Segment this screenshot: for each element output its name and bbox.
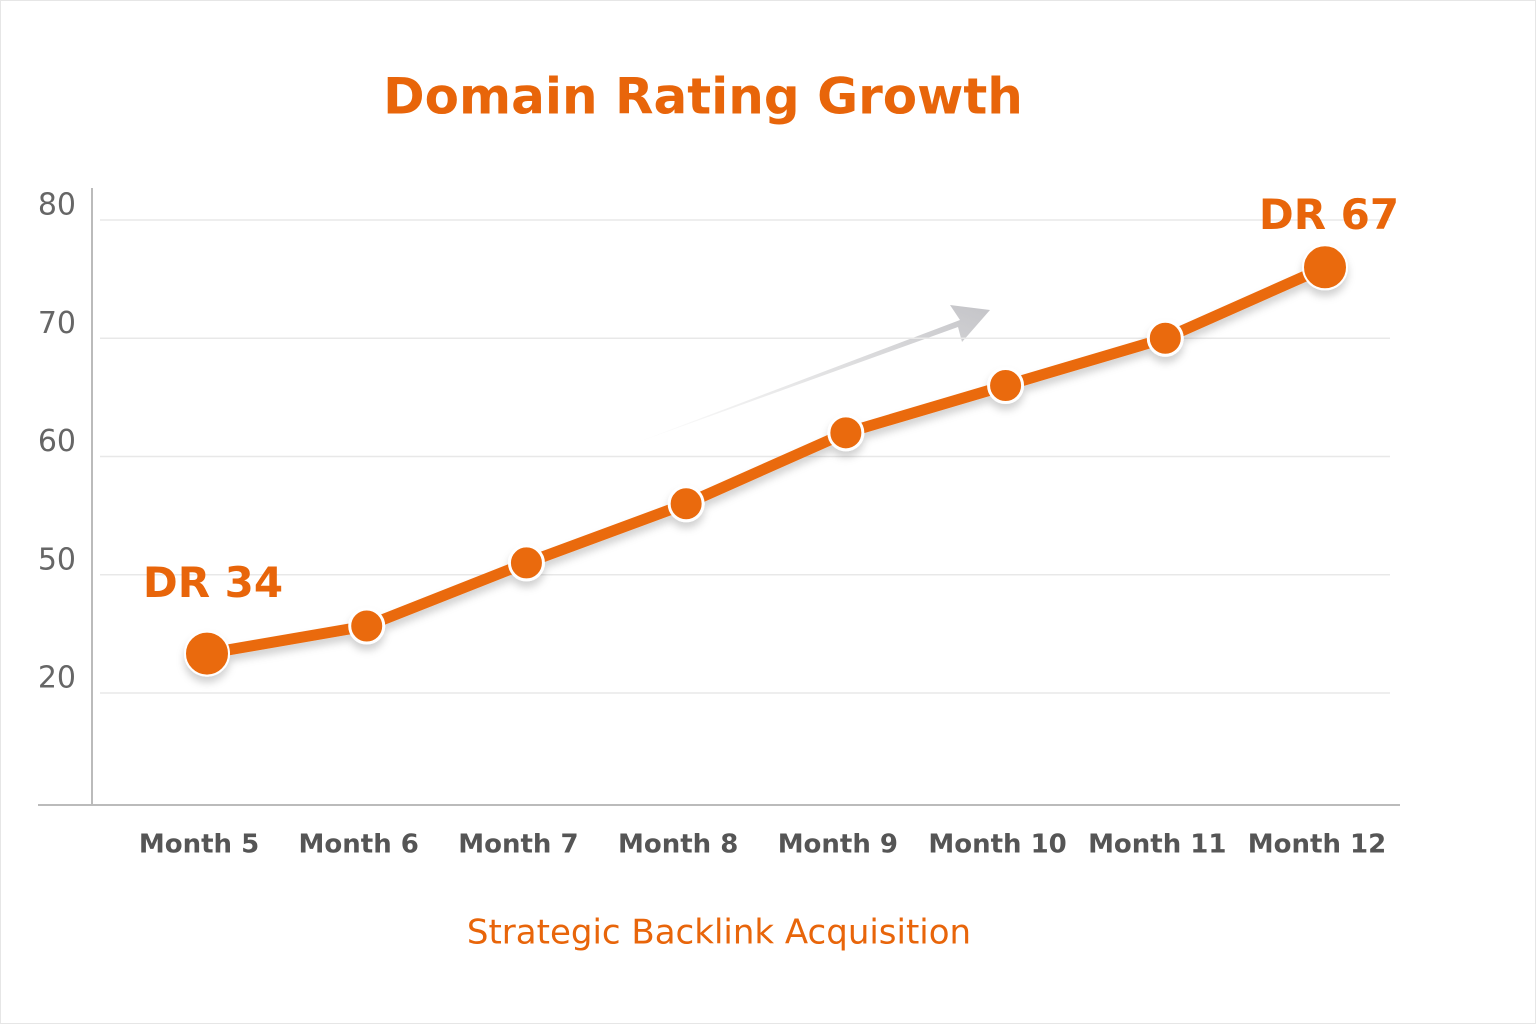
point <box>1302 244 1348 291</box>
point <box>987 367 1025 405</box>
chart-title: Domain Rating Growth <box>383 68 1023 126</box>
annotation: DR 34 <box>143 558 283 607</box>
point <box>667 485 705 523</box>
subtitle: Strategic Backlink Acquisition <box>467 913 971 953</box>
y-tick-label: 80 <box>38 188 76 223</box>
point <box>827 414 865 452</box>
x-tick-label: Month 7 <box>458 830 578 860</box>
x-tick-label: Month 10 <box>928 830 1066 860</box>
series <box>184 244 1348 677</box>
point <box>507 544 545 582</box>
x-tick-label: Month 9 <box>778 830 898 860</box>
y-tick-label: 20 <box>38 661 76 696</box>
x-tick-label: Month 12 <box>1248 830 1386 860</box>
point <box>1146 319 1184 357</box>
x-tick-label: Month 8 <box>618 830 738 860</box>
y-tick-label: 70 <box>38 306 76 341</box>
x-tick-label: Month 6 <box>299 830 419 860</box>
x-tick-label: Month 11 <box>1088 830 1226 860</box>
line <box>201 261 1331 660</box>
x-tick-label: Month 5 <box>139 830 259 860</box>
y-tick-label: 50 <box>38 542 76 577</box>
point <box>348 607 386 645</box>
y-tick-label: 60 <box>38 424 76 459</box>
annotation: DR 67 <box>1259 190 1399 239</box>
point <box>184 630 230 677</box>
